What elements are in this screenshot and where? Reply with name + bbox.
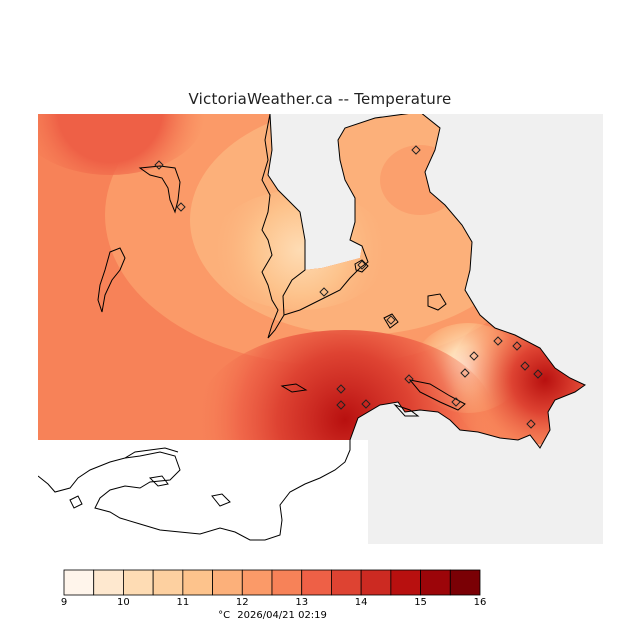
water-area: [38, 440, 368, 544]
scale-bin-0: [63, 569, 95, 596]
station-marker: [319, 287, 329, 297]
station-marker: [411, 145, 421, 155]
scale-bin-6: [241, 569, 273, 596]
station-marker: [336, 400, 346, 410]
scale-bin-1: [93, 569, 124, 596]
scale-tick-label: 12: [235, 597, 249, 608]
scale-tick-label: 11: [176, 597, 190, 608]
station-marker: [520, 361, 530, 371]
scale-bin-13: [449, 569, 481, 596]
scale-bin-7: [271, 569, 303, 596]
scale-bin-5: [212, 569, 243, 596]
scale-tick-label: 10: [117, 597, 130, 608]
scale-bin-3: [152, 569, 184, 596]
legend-caption: °C 2026/04/21 02:19: [0, 610, 545, 621]
scale-tick-label: 9: [60, 597, 68, 608]
map-plot-area: [38, 114, 603, 544]
station-marker: [460, 368, 470, 378]
scale-tick-label: 15: [414, 597, 427, 608]
coastline: [38, 114, 586, 541]
station-marker: [451, 397, 461, 407]
weather-stations: [154, 145, 543, 429]
scale-bin-9: [331, 569, 362, 596]
station-marker: [386, 315, 396, 325]
scale-bin-11: [390, 569, 421, 596]
station-marker: [361, 399, 371, 409]
station-marker: [493, 336, 503, 346]
unit-label: °C: [218, 610, 231, 621]
scale-bin-12: [420, 569, 451, 596]
scale-bin-2: [123, 569, 154, 596]
station-marker: [154, 160, 164, 170]
scale-tick-label: 13: [295, 597, 309, 608]
station-marker: [176, 202, 186, 212]
scale-bin-10: [360, 569, 392, 596]
station-marker: [357, 260, 367, 270]
scale-bin-8: [301, 569, 332, 596]
timestamp: 2026/04/21 02:19: [237, 610, 327, 621]
station-marker: [404, 374, 414, 384]
map-title: VictoriaWeather.ca -- Temperature: [188, 90, 452, 108]
station-marker: [512, 341, 522, 351]
station-marker: [336, 384, 346, 394]
scale-bin-4: [182, 569, 213, 596]
scale-tick-label: 16: [473, 597, 487, 608]
color-scale-bar: [63, 569, 481, 596]
station-marker: [526, 419, 536, 429]
station-marker: [469, 351, 479, 361]
scale-tick-label: 14: [354, 597, 368, 608]
station-marker: [533, 369, 543, 379]
